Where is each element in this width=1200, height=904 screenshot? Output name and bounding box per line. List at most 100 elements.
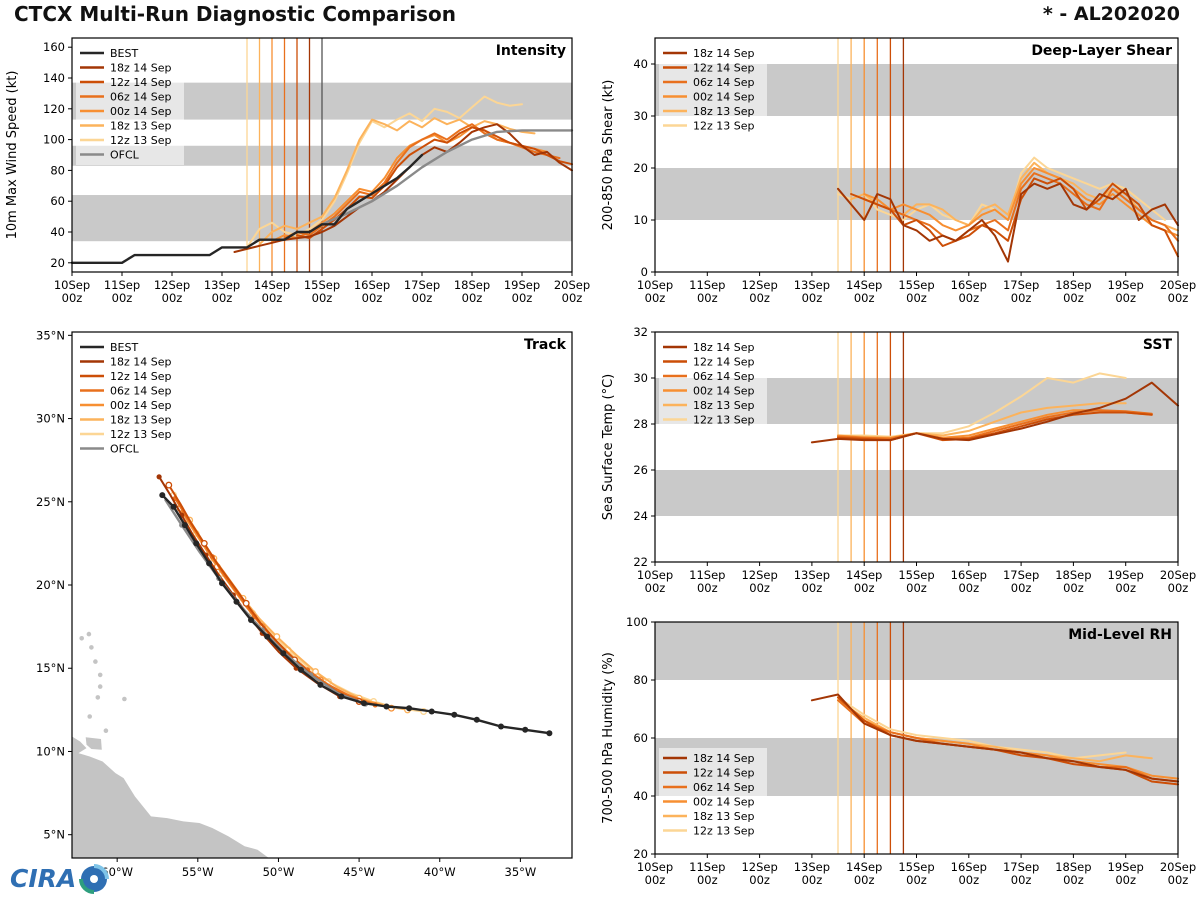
svg-text:12Sep: 12Sep bbox=[741, 568, 777, 582]
track-point-best bbox=[193, 540, 200, 547]
svg-text:55°W: 55°W bbox=[182, 865, 214, 879]
svg-text:13Sep: 13Sep bbox=[794, 860, 830, 874]
sst-series-r12z13 bbox=[837, 372, 1127, 438]
svg-text:25°N: 25°N bbox=[36, 495, 65, 509]
svg-text:00z: 00z bbox=[1011, 581, 1032, 595]
island bbox=[79, 636, 84, 641]
series-lines bbox=[810, 693, 1179, 786]
svg-text:19Sep: 19Sep bbox=[504, 278, 540, 292]
island bbox=[122, 696, 127, 702]
svg-text:00z 14 Sep: 00z 14 Sep bbox=[693, 91, 755, 104]
svg-text:10: 10 bbox=[633, 213, 648, 227]
south-america bbox=[72, 736, 269, 858]
rh-series-r18z14 bbox=[810, 693, 1179, 783]
series-lines bbox=[837, 156, 1179, 263]
track-point-best bbox=[428, 708, 435, 715]
svg-text:18Sep: 18Sep bbox=[1055, 278, 1091, 292]
svg-text:16Sep: 16Sep bbox=[354, 278, 390, 292]
svg-text:11Sep: 11Sep bbox=[689, 278, 725, 292]
svg-text:18z 14 Sep: 18z 14 Sep bbox=[693, 752, 755, 765]
track-point-best bbox=[280, 650, 287, 657]
y-axis: 22 24 26 28 30 32 bbox=[633, 325, 655, 569]
series-lines bbox=[810, 372, 1179, 444]
intensity-series-r18z13 bbox=[258, 117, 536, 246]
island bbox=[89, 645, 94, 650]
svg-text:14Sep: 14Sep bbox=[846, 860, 882, 874]
svg-text:00z: 00z bbox=[1168, 291, 1189, 305]
rh-panel: 20 40 60 80 100 10Sep 00z 11Sep 00z 12Sep 00z 13Sep… bbox=[600, 612, 1200, 900]
svg-text:14Sep: 14Sep bbox=[846, 278, 882, 292]
svg-text:18Sep: 18Sep bbox=[1055, 860, 1091, 874]
intensity-series-ofcl bbox=[320, 129, 574, 226]
svg-text:00z: 00z bbox=[802, 581, 823, 595]
svg-text:28: 28 bbox=[633, 417, 648, 431]
svg-text:12z 13 Sep: 12z 13 Sep bbox=[110, 428, 172, 441]
land-masses bbox=[72, 631, 269, 858]
island bbox=[87, 714, 92, 719]
island bbox=[93, 659, 98, 664]
svg-text:26: 26 bbox=[633, 463, 648, 477]
svg-text:00z: 00z bbox=[645, 291, 666, 305]
svg-text:17Sep: 17Sep bbox=[1003, 278, 1039, 292]
track-point-best bbox=[338, 693, 345, 700]
header: CTCX Multi-Run Diagnostic Comparison * -… bbox=[0, 0, 1200, 28]
svg-text:10Sep: 10Sep bbox=[637, 278, 673, 292]
svg-text:32: 32 bbox=[633, 325, 648, 339]
cira-logo-graphic: CIRA bbox=[10, 864, 109, 894]
svg-text:00z: 00z bbox=[749, 873, 770, 887]
svg-text:60°W: 60°W bbox=[101, 865, 133, 879]
storm-id: * - AL202020 bbox=[1042, 3, 1180, 25]
track-panel: 60°W 55°W 50°W 45°W 40°W 35°W 5°N 10°N 15°N 20°N 2… bbox=[0, 322, 600, 900]
track-point-best bbox=[170, 503, 177, 510]
shear-panel: 0 10 20 30 40 10Sep 00z 11Sep 00z 12Sep 00z 13Sep 00… bbox=[600, 28, 1200, 322]
track-point-best bbox=[451, 711, 458, 718]
svg-text:12z 13 Sep: 12z 13 Sep bbox=[693, 414, 755, 427]
svg-text:60: 60 bbox=[50, 194, 65, 208]
svg-text:16Sep: 16Sep bbox=[951, 568, 987, 582]
svg-text:18z 13 Sep: 18z 13 Sep bbox=[693, 105, 755, 118]
svg-text:18z 13 Sep: 18z 13 Sep bbox=[110, 414, 172, 427]
svg-text:12z 13 Sep: 12z 13 Sep bbox=[110, 134, 172, 147]
x-axis: 10Sep00z11Sep00z12Sep00z13Sep00z14Sep00z… bbox=[54, 272, 590, 305]
svg-text:35°N: 35°N bbox=[36, 328, 65, 342]
svg-text:00z 14 Sep: 00z 14 Sep bbox=[110, 399, 172, 412]
island bbox=[95, 695, 101, 700]
svg-text:00z: 00z bbox=[462, 291, 483, 305]
track-point-r18z13 bbox=[273, 633, 281, 641]
track-point-best bbox=[181, 522, 188, 529]
svg-text:18z 13 Sep: 18z 13 Sep bbox=[693, 399, 755, 412]
svg-text:19Sep: 19Sep bbox=[1108, 568, 1144, 582]
svg-text:10°N: 10°N bbox=[36, 744, 65, 758]
track-series-r00z14 bbox=[179, 507, 393, 710]
svg-text:BEST: BEST bbox=[110, 341, 138, 354]
plot-border bbox=[71, 331, 573, 859]
svg-text:00z: 00z bbox=[112, 291, 133, 305]
track-point-best bbox=[360, 700, 367, 707]
svg-text:00z: 00z bbox=[212, 291, 233, 305]
track-series-r18z14 bbox=[158, 475, 341, 698]
sst-chart: 22242628303210Sep00z11Sep00z12Sep00z13Se… bbox=[601, 325, 1196, 595]
svg-text:12z 13 Sep: 12z 13 Sep bbox=[693, 825, 755, 838]
panel-title: Track bbox=[524, 337, 567, 353]
x-axis: 60°W 55°W 50°W 45°W 40°W 35°W bbox=[101, 858, 536, 879]
svg-text:12Sep: 12Sep bbox=[741, 278, 777, 292]
track-point-best bbox=[233, 598, 240, 605]
svg-text:00z: 00z bbox=[1115, 581, 1136, 595]
svg-text:00z: 00z bbox=[958, 291, 979, 305]
y-axis-label: 200-850 hPa Shear (kt) bbox=[601, 80, 616, 231]
svg-text:120: 120 bbox=[43, 102, 65, 116]
track-point-best bbox=[406, 705, 413, 712]
svg-text:12z 14 Sep: 12z 14 Sep bbox=[693, 356, 755, 369]
svg-text:20: 20 bbox=[633, 161, 648, 175]
svg-text:22: 22 bbox=[633, 555, 648, 569]
track-chart: 60°W 55°W 50°W 45°W 40°W 35°W 5°N 10°N 15°N 20°N 2… bbox=[36, 328, 573, 879]
svg-text:13Sep: 13Sep bbox=[794, 568, 830, 582]
svg-text:11Sep: 11Sep bbox=[689, 568, 725, 582]
svg-text:06z 14 Sep: 06z 14 Sep bbox=[693, 76, 755, 89]
track-series-best bbox=[161, 493, 551, 735]
cira-logo: CIRA bbox=[6, 856, 116, 900]
init-time-lines bbox=[837, 332, 905, 562]
island bbox=[97, 672, 103, 678]
